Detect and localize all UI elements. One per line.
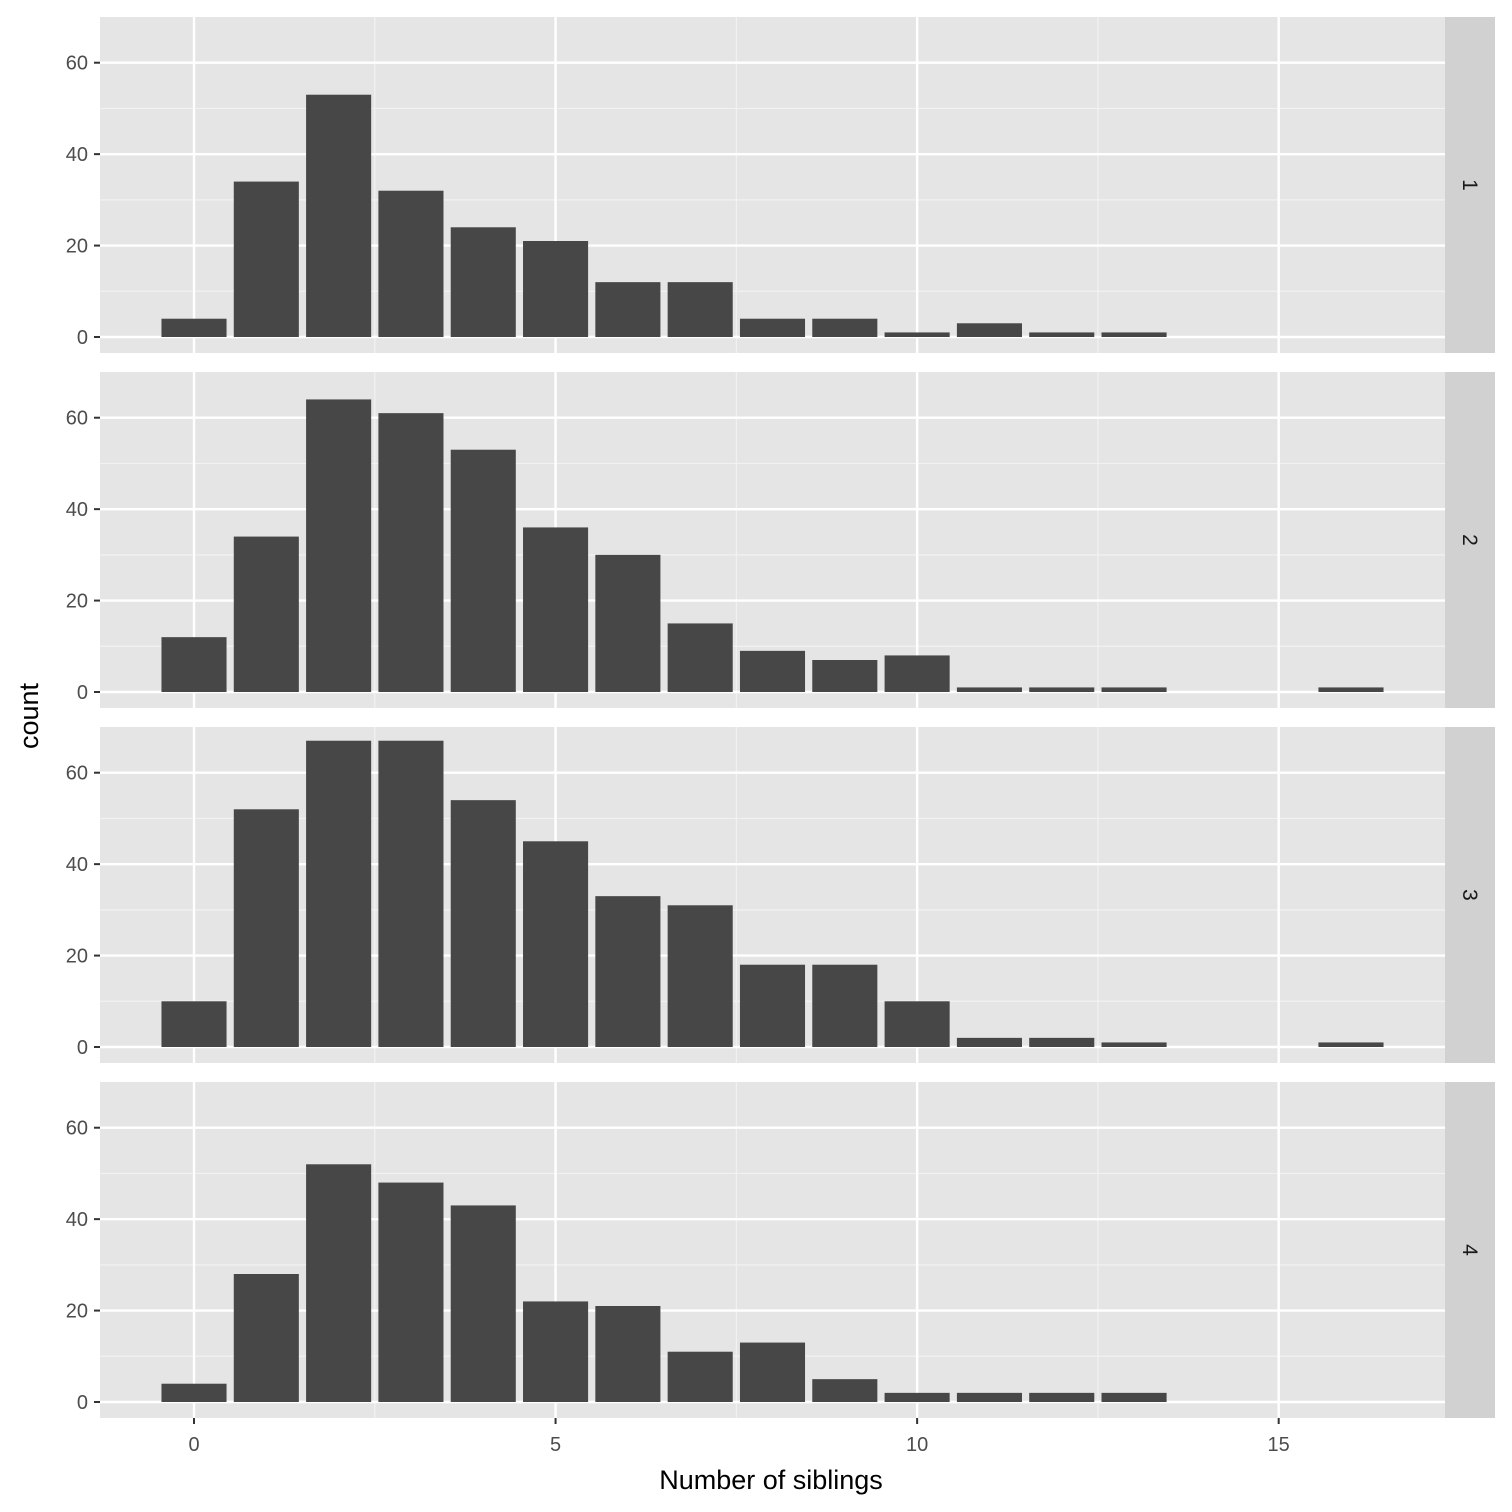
bar	[378, 740, 444, 1047]
bar	[739, 318, 806, 337]
bar	[956, 1037, 1022, 1047]
bar	[739, 964, 806, 1047]
y-tick-label: 0	[77, 327, 88, 349]
bar	[306, 399, 372, 692]
bar	[450, 1205, 516, 1402]
facet-strip	[1445, 372, 1495, 708]
facet-strip-label: 3	[1458, 889, 1481, 901]
bar	[378, 413, 444, 692]
bar	[812, 318, 878, 337]
bar	[667, 623, 733, 692]
y-tick-label: 60	[66, 1118, 88, 1140]
bar	[378, 1182, 444, 1402]
bar	[595, 1306, 661, 1402]
bar	[450, 449, 516, 692]
bar	[956, 1392, 1022, 1402]
y-tick-label: 0	[77, 682, 88, 704]
y-tick-label: 40	[66, 1209, 88, 1231]
bar	[667, 282, 733, 337]
bar	[667, 905, 733, 1047]
y-tick-label: 20	[66, 946, 88, 968]
bar	[667, 1351, 733, 1402]
bar	[812, 964, 878, 1047]
x-tick-label: 10	[906, 1434, 928, 1456]
facet-strip	[1445, 17, 1495, 353]
bar	[233, 809, 299, 1047]
bar	[812, 1379, 878, 1402]
panel-background	[100, 17, 1445, 353]
bar	[523, 241, 589, 337]
y-tick-label: 60	[66, 763, 88, 785]
y-tick-label: 40	[66, 854, 88, 876]
bar	[884, 1392, 950, 1402]
bar	[1318, 687, 1384, 692]
bar	[739, 1342, 806, 1402]
bar	[306, 1164, 372, 1402]
bar	[233, 181, 299, 337]
bar	[812, 660, 878, 692]
facet-strip-label: 2	[1458, 534, 1481, 546]
bar	[161, 637, 227, 692]
x-axis: 0 5 10 15	[188, 1418, 1290, 1456]
bar	[233, 1274, 299, 1402]
bar	[1101, 687, 1167, 692]
y-tick-label: 0	[77, 1037, 88, 1059]
facet-panel-3: 0 20 40 60 3	[66, 727, 1495, 1063]
bar	[595, 282, 661, 337]
bar	[233, 536, 299, 692]
bar	[161, 1383, 227, 1402]
y-axis-title: count	[14, 682, 44, 749]
bar	[523, 1301, 589, 1402]
y-tick-label: 60	[66, 408, 88, 430]
bar	[1029, 1392, 1095, 1402]
y-tick-label: 20	[66, 236, 88, 258]
bar	[1101, 332, 1167, 337]
bar	[1101, 1042, 1167, 1047]
bar	[1101, 1392, 1167, 1402]
bar	[306, 94, 372, 337]
bar	[595, 554, 661, 692]
y-tick-label: 40	[66, 144, 88, 166]
bar	[450, 800, 516, 1047]
bar	[1029, 687, 1095, 692]
bar	[378, 190, 444, 337]
bar	[1029, 332, 1095, 337]
bar	[1318, 1042, 1384, 1047]
bar	[884, 332, 950, 337]
bar	[523, 527, 589, 692]
y-tick-label: 40	[66, 499, 88, 521]
bar	[956, 687, 1022, 692]
bar	[884, 655, 950, 692]
bar	[595, 896, 661, 1047]
facet-panel-1: 0 20 40 60 1	[66, 17, 1495, 353]
x-tick-label: 5	[550, 1434, 561, 1456]
facet-panel-4: 0 20 40 60 4	[66, 1082, 1495, 1418]
facet-strip-label: 1	[1458, 179, 1481, 191]
x-axis-title: Number of siblings	[659, 1465, 883, 1495]
bar	[1029, 1037, 1095, 1047]
bar	[306, 740, 372, 1047]
y-tick-label: 20	[66, 1301, 88, 1323]
facet-strip-label: 4	[1458, 1244, 1481, 1256]
bar	[956, 323, 1022, 337]
facet-strip	[1445, 727, 1495, 1063]
bar	[161, 318, 227, 337]
facet-panel-2: 0 20 40 60 2	[66, 372, 1495, 708]
y-tick-label: 0	[77, 1392, 88, 1414]
bar	[884, 1001, 950, 1047]
bar	[523, 841, 589, 1047]
facet-strip	[1445, 1082, 1495, 1418]
y-tick-label: 20	[66, 591, 88, 613]
x-tick-label: 15	[1268, 1434, 1290, 1456]
bar	[450, 227, 516, 337]
y-tick-label: 60	[66, 53, 88, 75]
bar	[739, 650, 806, 692]
x-tick-label: 0	[188, 1434, 199, 1456]
bar	[161, 1001, 227, 1047]
